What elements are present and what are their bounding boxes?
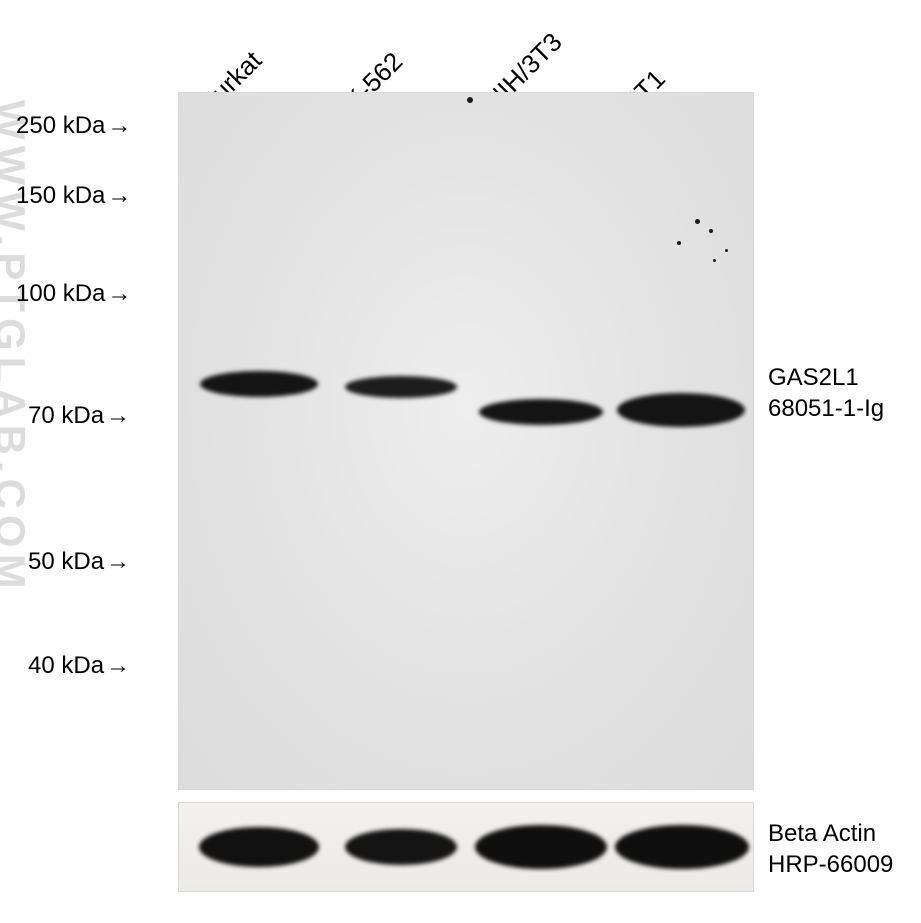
target-catalog: 68051-1-Ig xyxy=(768,393,884,424)
loading-catalog: HRP-66009 xyxy=(768,849,893,880)
ladder-100: 100 kDa→ xyxy=(16,280,131,308)
band-jurkat-gas2l1 xyxy=(200,371,318,397)
band-k562-gas2l1 xyxy=(345,376,457,398)
band-nih3t3-actin xyxy=(475,825,607,869)
speck xyxy=(713,259,716,262)
speck xyxy=(695,219,700,224)
band-k562-actin xyxy=(345,829,457,865)
speck xyxy=(677,241,681,245)
target-name: GAS2L1 xyxy=(768,362,884,393)
band-nih3t3-gas2l1 xyxy=(479,399,603,425)
ladder-40: 40 kDa→ xyxy=(28,652,130,680)
ladder-250: 250 kDa→ xyxy=(16,112,131,140)
speck xyxy=(467,97,473,103)
loading-label: Beta Actin HRP-66009 xyxy=(768,818,893,880)
blot-panel-main xyxy=(178,92,754,790)
band-4t1-gas2l1 xyxy=(617,393,745,427)
target-label: GAS2L1 68051-1-Ig xyxy=(768,362,884,424)
band-jurkat-actin xyxy=(199,827,319,867)
ladder-50: 50 kDa→ xyxy=(28,548,130,576)
ladder-70: 70 kDa→ xyxy=(28,402,130,430)
loading-name: Beta Actin xyxy=(768,818,893,849)
speck xyxy=(709,229,713,233)
ladder-150: 150 kDa→ xyxy=(16,182,131,210)
band-4t1-actin xyxy=(615,825,749,869)
blot-panel-loading xyxy=(178,802,754,892)
film-shading xyxy=(179,93,753,789)
watermark-text: WWW.PTGLAB.COM xyxy=(0,100,34,595)
speck xyxy=(725,249,728,252)
figure-root: WWW.PTGLAB.COM 250 kDa→ 150 kDa→ 100 kDa… xyxy=(0,0,921,923)
